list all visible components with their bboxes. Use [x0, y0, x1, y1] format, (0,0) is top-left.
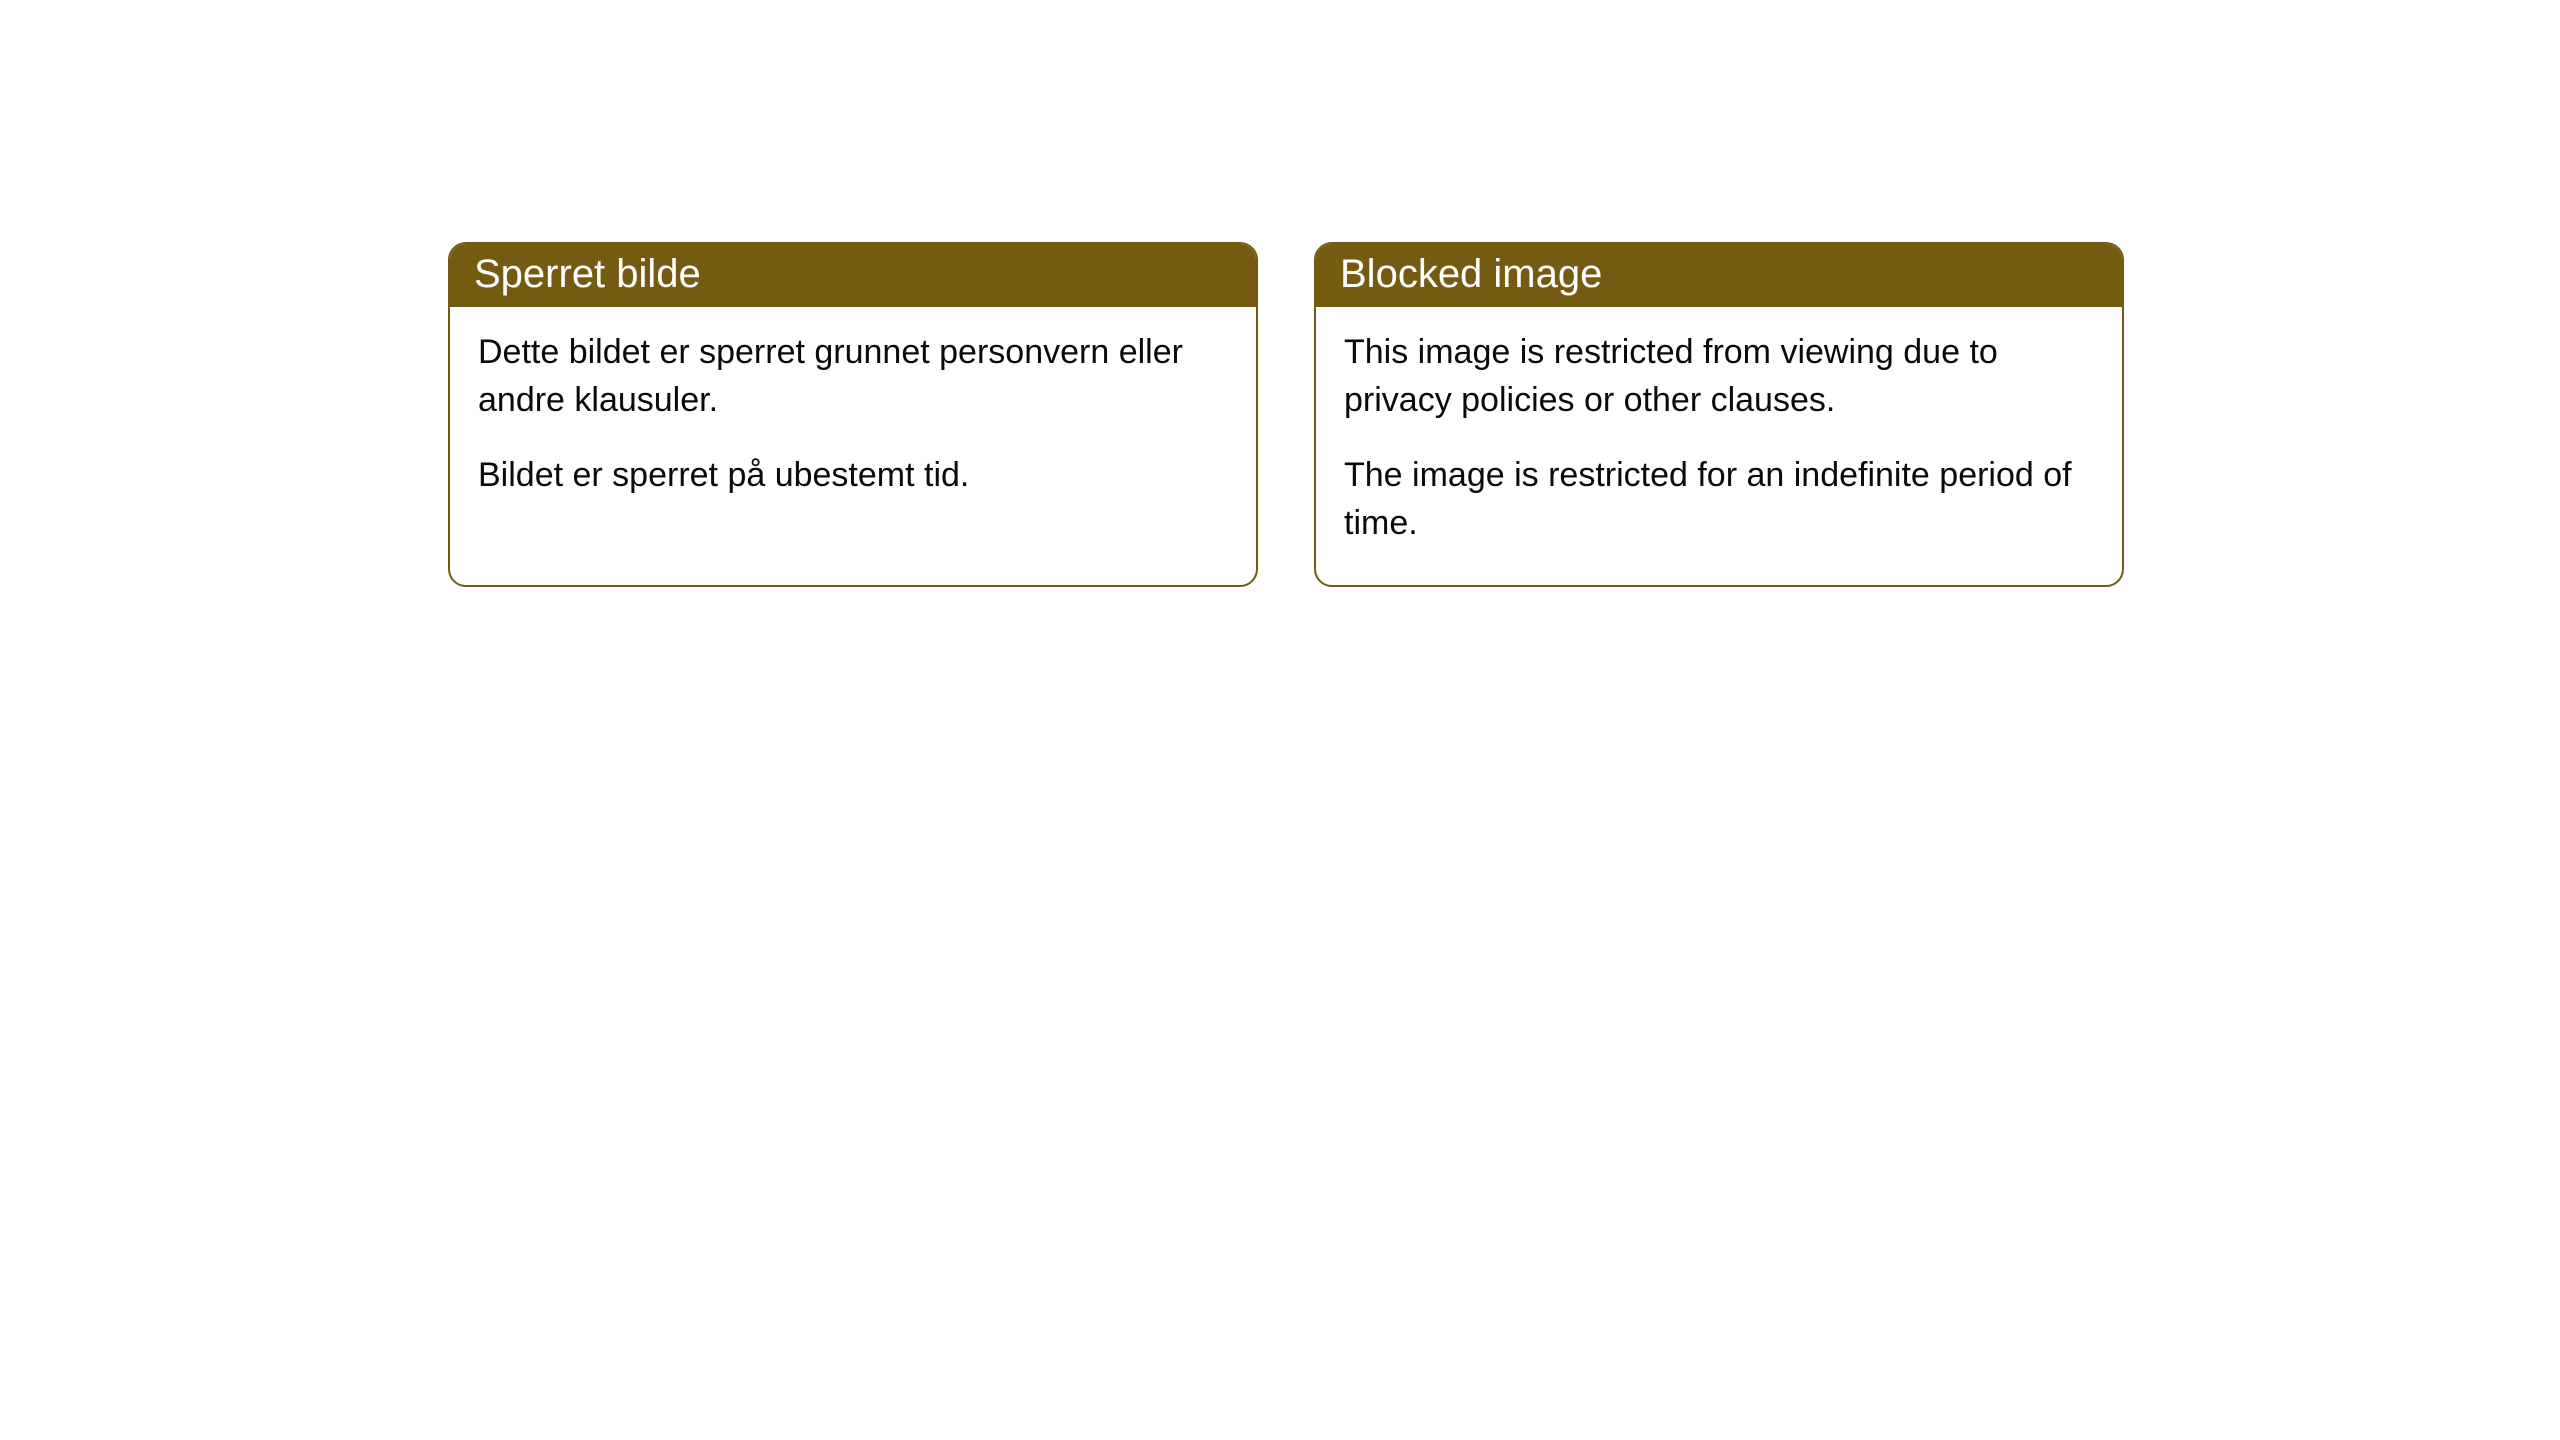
card-paragraph: The image is restricted for an indefinit…: [1344, 452, 2094, 547]
card-title: Sperret bilde: [450, 244, 1256, 307]
notice-card-norwegian: Sperret bilde Dette bildet er sperret gr…: [448, 242, 1258, 587]
notice-card-english: Blocked image This image is restricted f…: [1314, 242, 2124, 587]
card-paragraph: Bildet er sperret på ubestemt tid.: [478, 452, 1228, 500]
notice-container: Sperret bilde Dette bildet er sperret gr…: [0, 0, 2560, 587]
card-body: Dette bildet er sperret grunnet personve…: [450, 307, 1256, 538]
card-body: This image is restricted from viewing du…: [1316, 307, 2122, 585]
card-paragraph: This image is restricted from viewing du…: [1344, 329, 2094, 424]
card-title: Blocked image: [1316, 244, 2122, 307]
card-paragraph: Dette bildet er sperret grunnet personve…: [478, 329, 1228, 424]
